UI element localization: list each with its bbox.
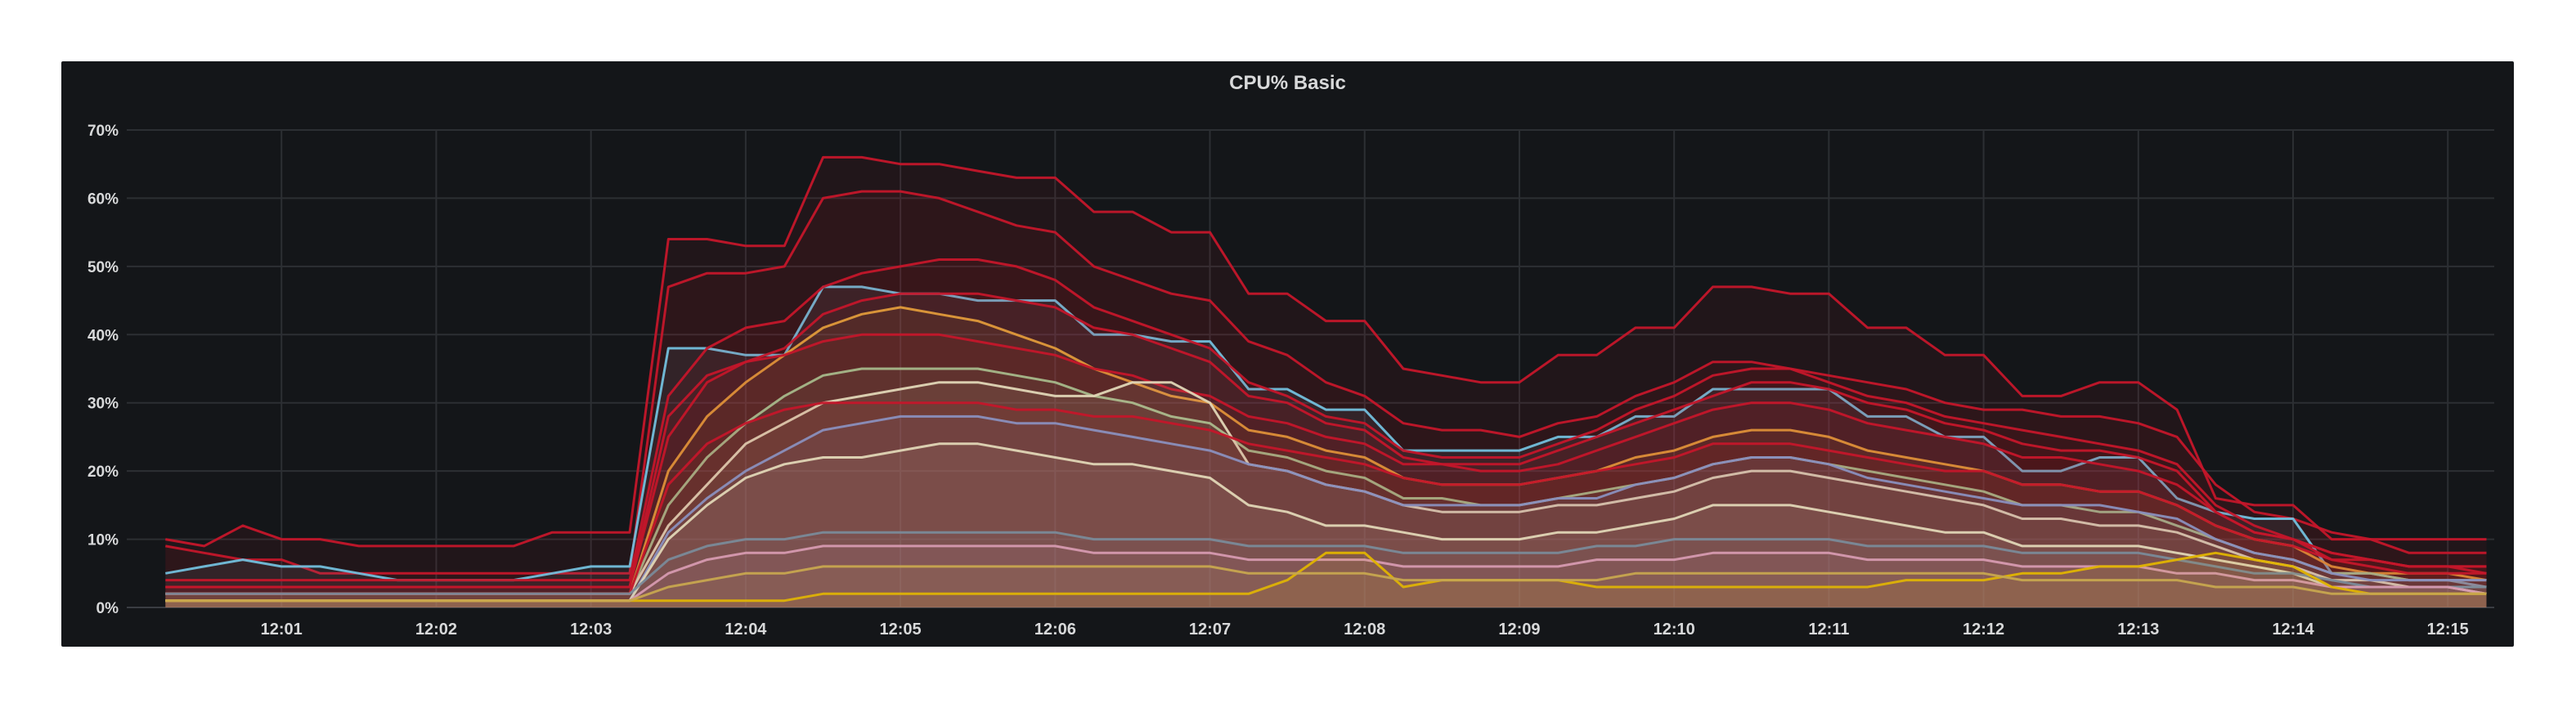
series-area	[165, 402, 2487, 607]
x-axis: 12:01 12:02 12:03 12:04 12:05 12:06 12:07 12:08…	[261, 621, 2469, 639]
y-tick-label: 60%	[88, 190, 119, 208]
series-line[interactable]	[165, 258, 2487, 582]
x-tick-label: 12:02	[415, 621, 457, 639]
x-tick-label: 12:09	[1498, 621, 1540, 639]
y-tick-label: 10%	[88, 532, 119, 549]
y-tick-label: 20%	[88, 464, 119, 481]
y-tick-label: 0%	[96, 600, 119, 617]
x-tick-label: 12:11	[1808, 621, 1849, 639]
series-area	[165, 566, 2487, 607]
series-area	[165, 369, 2487, 607]
x-tick-label: 12:14	[2272, 621, 2314, 639]
x-tick-label: 12:05	[880, 621, 922, 639]
x-tick-label: 12:12	[1963, 621, 2004, 639]
y-tick-label: 40%	[88, 327, 119, 344]
x-tick-label: 12:04	[725, 621, 767, 639]
x-tick-label: 12:10	[1654, 621, 1695, 639]
chart-title: CPU% Basic	[1229, 72, 1346, 94]
series-area	[165, 286, 2487, 607]
y-tick-label: 30%	[88, 396, 119, 413]
grid	[127, 129, 2494, 608]
x-tick-label: 12:03	[570, 621, 612, 639]
series-area	[165, 382, 2487, 607]
y-tick-label: 50%	[88, 259, 119, 276]
line-chart[interactable]: 12:01 12:02 12:03 12:04 12:05 12:06 12:07 12:08…	[61, 61, 2514, 647]
x-tick-label: 12:07	[1189, 621, 1231, 639]
x-tick-label: 12:15	[2427, 621, 2469, 639]
series-line[interactable]	[165, 155, 2487, 548]
series-line[interactable]	[165, 531, 2487, 595]
series-area	[165, 191, 2487, 607]
series-line[interactable]	[165, 565, 2487, 603]
x-tick-label: 12:08	[1344, 621, 1385, 639]
x-tick-label: 12:06	[1034, 621, 1076, 639]
series-area	[165, 259, 2487, 607]
x-tick-label: 12:13	[2117, 621, 2159, 639]
y-axis: 0% 10% 20% 30% 40% 50% 60% 70%	[88, 123, 119, 617]
series-area	[165, 545, 2487, 607]
x-tick-label: 12:01	[261, 621, 303, 639]
series-area	[165, 532, 2487, 607]
series-line[interactable]	[165, 285, 2487, 589]
series-area	[165, 553, 2487, 607]
chart-panel: CPU% Basic 12:01 12:02 12:03 12:04 12:05 12:0…	[61, 61, 2514, 647]
series-layer	[165, 155, 2487, 607]
y-tick-label: 70%	[88, 123, 119, 140]
series-line[interactable]	[165, 333, 2487, 589]
